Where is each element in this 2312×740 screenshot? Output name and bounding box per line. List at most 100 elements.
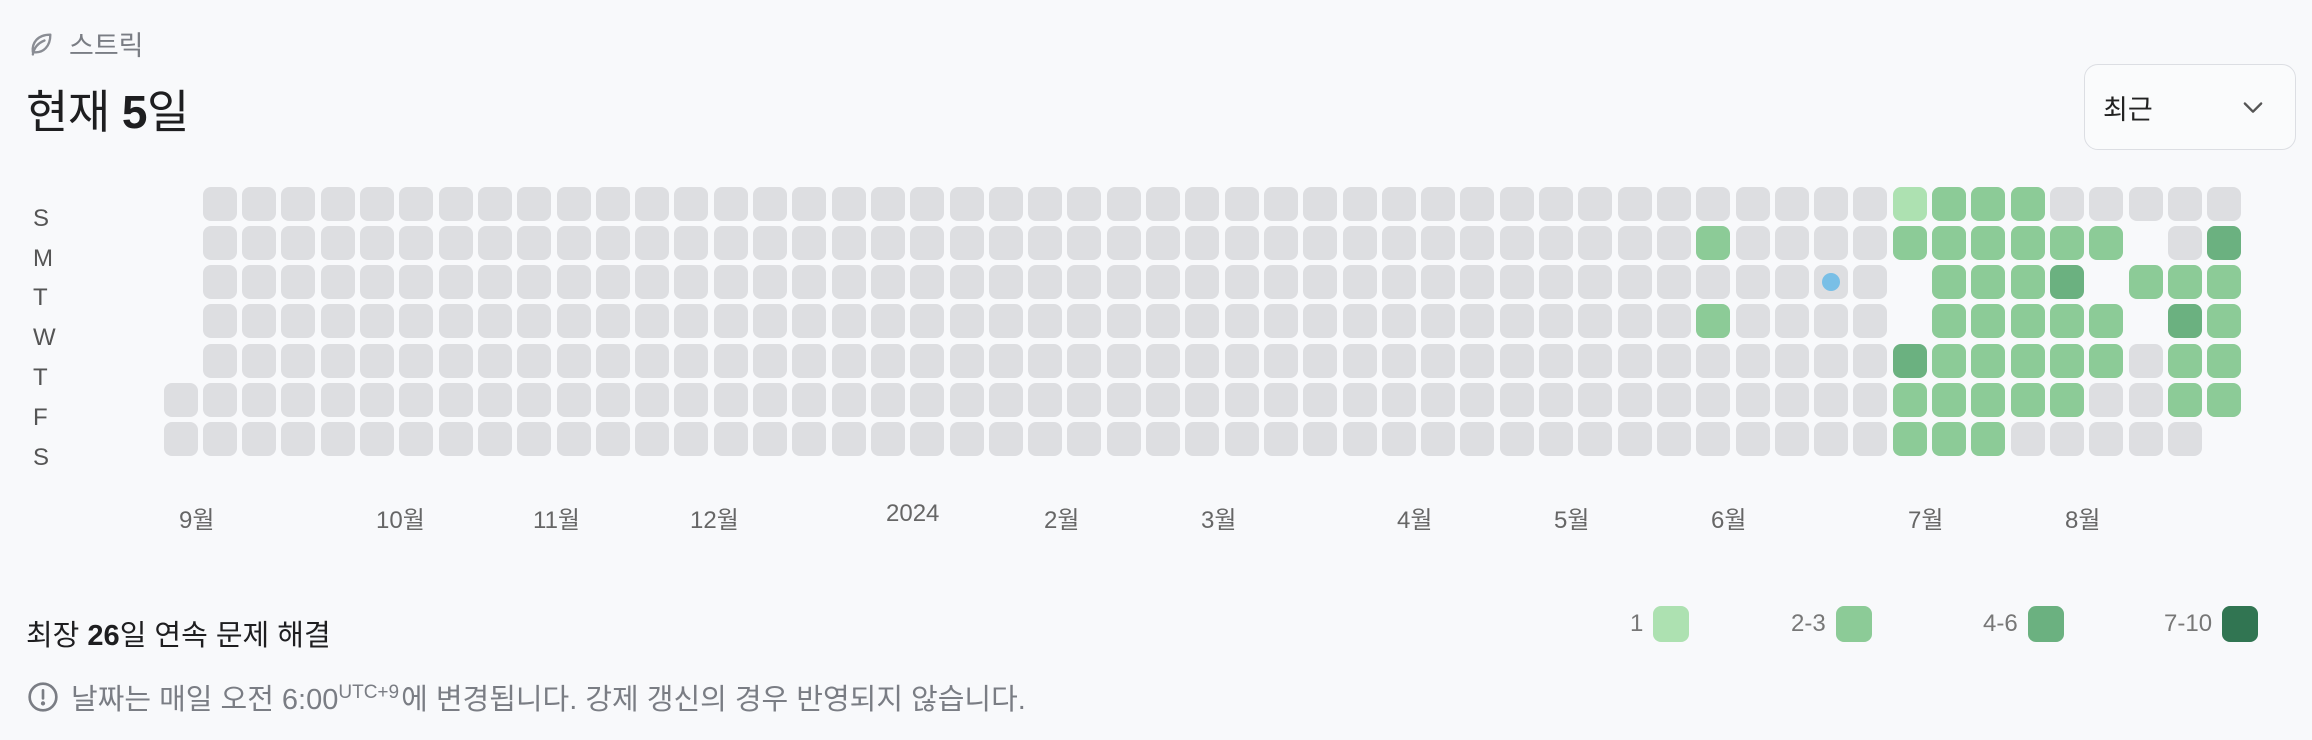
current-streak-title: 현재 5일 <box>26 76 189 142</box>
month-label: 2월 <box>1044 507 1080 534</box>
heatmap-cell <box>242 186 277 221</box>
heatmap-cell <box>713 304 748 339</box>
heatmap-cell <box>1185 422 1220 457</box>
heatmap-cell <box>1971 304 2006 339</box>
leaf-icon <box>31 33 52 56</box>
heatmap-cell <box>1735 265 1770 300</box>
heatmap-cell <box>2010 422 2045 457</box>
heatmap-cell <box>1499 186 1534 221</box>
heatmap-cell <box>1067 265 1102 300</box>
heatmap-cell <box>2167 265 2202 300</box>
heatmap-cell <box>1381 304 1416 339</box>
heatmap-cell <box>792 225 827 260</box>
title-suffix: 일 <box>147 86 189 138</box>
heatmap-cell <box>2089 265 2123 299</box>
heatmap-cell <box>242 265 277 300</box>
heatmap-cell <box>1303 422 1338 457</box>
heatmap-cell <box>517 343 552 378</box>
heatmap-cell <box>792 383 827 417</box>
heatmap-cell <box>949 304 984 339</box>
heatmap-cell <box>831 343 866 378</box>
heatmap-cell <box>1106 422 1141 457</box>
heatmap-cell <box>556 186 591 221</box>
heatmap-cell <box>163 422 198 457</box>
heatmap-cell <box>1774 186 1809 221</box>
heatmap-cell <box>753 383 787 417</box>
heatmap-cell <box>2049 343 2084 378</box>
heatmap-cell <box>1263 265 1298 300</box>
heatmap-cell <box>949 383 984 417</box>
legend-swatch <box>2222 606 2259 642</box>
period-dropdown[interactable]: 최근 <box>2084 64 2296 150</box>
heatmap-cell <box>1853 265 1888 300</box>
heatmap-cell <box>320 225 355 260</box>
heatmap-cell <box>2049 304 2084 339</box>
heatmap-cell <box>1539 343 1573 378</box>
heatmap-cell <box>910 186 945 221</box>
day-label-fri: F <box>33 404 48 431</box>
heatmap-cell <box>1774 422 1809 457</box>
legend-label: 4-6 <box>1983 610 2018 637</box>
heatmap-cell <box>1735 186 1770 221</box>
heatmap-cell <box>477 422 512 457</box>
heatmap-cell <box>1892 383 1927 417</box>
heatmap-cell <box>1499 265 1534 300</box>
heatmap-cell <box>202 265 237 300</box>
month-label: 4월 <box>1397 507 1433 534</box>
heatmap-cell <box>399 225 434 260</box>
heatmap-cell <box>360 383 394 417</box>
heatmap-cell <box>1381 343 1416 378</box>
heatmap-cell <box>202 343 237 378</box>
legend-item-2-3: 2-3 <box>1791 606 1872 642</box>
heatmap-cell <box>360 225 394 260</box>
heatmap-cell <box>1106 304 1141 339</box>
heatmap-cell <box>1656 422 1691 457</box>
heatmap-cell <box>2207 304 2242 339</box>
heatmap-cell <box>1263 422 1298 457</box>
heatmap-cell <box>556 422 591 457</box>
heatmap-cell <box>1067 343 1102 378</box>
heatmap-cell <box>2089 383 2124 417</box>
heatmap-cell <box>753 343 787 378</box>
month-label: 9월 <box>179 507 215 534</box>
heatmap-cell <box>910 304 945 339</box>
heatmap-cell <box>1932 383 1966 417</box>
heatmap-cell <box>1814 186 1849 221</box>
heatmap-cell <box>910 265 945 300</box>
heatmap-cell <box>635 422 670 457</box>
heatmap-cell <box>1381 186 1416 221</box>
info-icon <box>28 682 58 712</box>
heatmap-cell <box>1971 225 2006 260</box>
heatmap-cell <box>1735 422 1770 457</box>
heatmap-cell <box>1893 304 1927 338</box>
heatmap-cell <box>792 422 827 457</box>
heatmap-cell <box>1814 383 1849 417</box>
heatmap-cell <box>438 265 473 300</box>
heatmap-cell <box>635 186 670 221</box>
heatmap-cell <box>556 383 591 417</box>
heatmap-cell <box>1028 422 1063 457</box>
heatmap-cell <box>1028 265 1063 300</box>
heatmap-cell <box>1814 304 1849 339</box>
heatmap-cell <box>1735 304 1770 339</box>
heatmap-cell <box>320 383 355 417</box>
heatmap-cell <box>1853 343 1888 378</box>
heatmap-cell <box>438 422 473 457</box>
heatmap-cell <box>2207 186 2242 221</box>
heatmap-cell <box>1499 304 1534 339</box>
heatmap-cell <box>1539 304 1573 339</box>
longest-suffix: 일 연속 문제 해결 <box>119 620 331 652</box>
heatmap-cell <box>1146 422 1180 457</box>
heatmap-cell <box>2049 422 2084 457</box>
heatmap-cell <box>1774 225 1809 260</box>
heatmap-cell <box>1656 265 1691 300</box>
heatmap-cell <box>477 343 512 378</box>
heatmap-cell <box>1263 383 1298 417</box>
legend-item-4-6: 4-6 <box>1983 606 2064 642</box>
heatmap-cell <box>1106 186 1141 221</box>
heatmap-cell <box>242 343 277 378</box>
heatmap-cell <box>438 383 473 417</box>
heatmap-cell <box>1774 343 1809 378</box>
heatmap-cell <box>831 422 866 457</box>
heatmap-cell <box>1932 225 1966 260</box>
